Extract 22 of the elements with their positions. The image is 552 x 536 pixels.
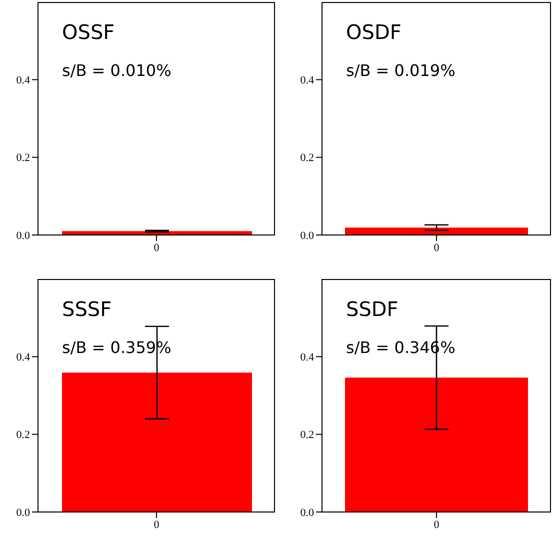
text: SSDF xyxy=(346,297,398,321)
y-tick-label: 0.4 xyxy=(16,352,30,364)
y-tick-label: 0.2 xyxy=(300,429,314,442)
y-tick-label: 0.2 xyxy=(16,152,30,164)
x-tick-label: 0 xyxy=(154,518,160,531)
x-tick-label: 0 xyxy=(434,242,440,254)
y-tick-label: 0.2 xyxy=(300,152,314,164)
x-tick-label: 0 xyxy=(154,242,160,254)
annotation: s/B = 0.019% xyxy=(346,61,456,80)
y-tick-label: 0.4 xyxy=(16,74,30,87)
y-tick-label: 0.4 xyxy=(300,352,314,364)
y-tick-label: 0.0 xyxy=(300,506,314,519)
x-tick-label: 0 xyxy=(434,518,440,531)
y-tick-label: 0.0 xyxy=(300,230,314,242)
y-tick-label: 0.4 xyxy=(300,74,314,87)
text: OSSF xyxy=(62,20,115,44)
text: SSSF xyxy=(62,297,112,321)
y-tick-label: 0.0 xyxy=(16,506,30,519)
annotation: s/B = 0.010% xyxy=(62,61,172,80)
text: OSDF xyxy=(346,20,402,44)
y-tick-label: 0.2 xyxy=(16,429,30,442)
y-tick-label: 0.0 xyxy=(16,230,30,242)
